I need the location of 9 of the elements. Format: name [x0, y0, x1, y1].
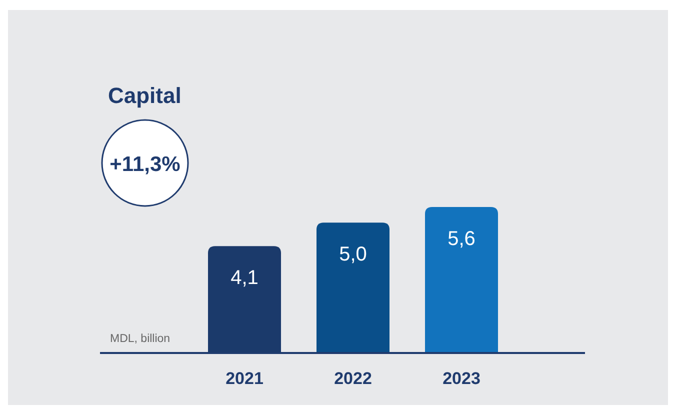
text: +11,3%	[110, 153, 181, 176]
data-label: 5,0	[339, 244, 367, 266]
x-tick-label: 2021	[226, 369, 264, 388]
x-tick-label: 2023	[442, 369, 480, 388]
data-label: 4,1	[230, 267, 258, 290]
chart-title: Capital	[108, 83, 182, 108]
data-label: 5,6	[448, 228, 476, 250]
x-tick-label: 2022	[334, 369, 372, 388]
y-axis-title: MDL, billion	[110, 333, 170, 345]
